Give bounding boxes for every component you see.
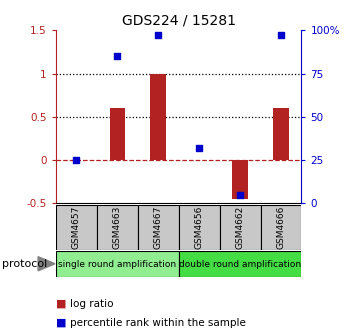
Text: GSM4667: GSM4667 [154, 206, 163, 249]
Bar [138, 205, 179, 250]
Polygon shape [38, 257, 55, 271]
Text: GSM4662: GSM4662 [236, 206, 244, 249]
Text: double round amplification: double round amplification [179, 260, 301, 268]
Bar [179, 205, 219, 250]
Point [114, 53, 120, 59]
Text: single round amplification: single round amplification [58, 260, 177, 268]
Point [155, 33, 161, 38]
Text: GSM4663: GSM4663 [113, 206, 122, 249]
Text: GSM4656: GSM4656 [195, 206, 204, 249]
Bar [232, 160, 248, 199]
Text: log ratio: log ratio [70, 299, 114, 309]
Bar [261, 205, 301, 250]
Text: ■: ■ [56, 299, 66, 309]
Title: GDS224 / 15281: GDS224 / 15281 [122, 14, 236, 28]
Bar [151, 74, 166, 160]
Bar [56, 205, 97, 250]
Text: protocol: protocol [2, 259, 47, 269]
Bar [56, 251, 179, 277]
Bar [273, 108, 289, 160]
Text: GSM4666: GSM4666 [277, 206, 286, 249]
Bar [219, 205, 261, 250]
Text: ■: ■ [56, 318, 66, 328]
Bar [109, 108, 125, 160]
Point [196, 145, 202, 151]
Point [278, 33, 284, 38]
Bar [97, 205, 138, 250]
Bar [179, 251, 301, 277]
Point [74, 157, 79, 163]
Text: percentile rank within the sample: percentile rank within the sample [70, 318, 246, 328]
Text: GSM4657: GSM4657 [72, 206, 81, 249]
Point [237, 192, 243, 197]
